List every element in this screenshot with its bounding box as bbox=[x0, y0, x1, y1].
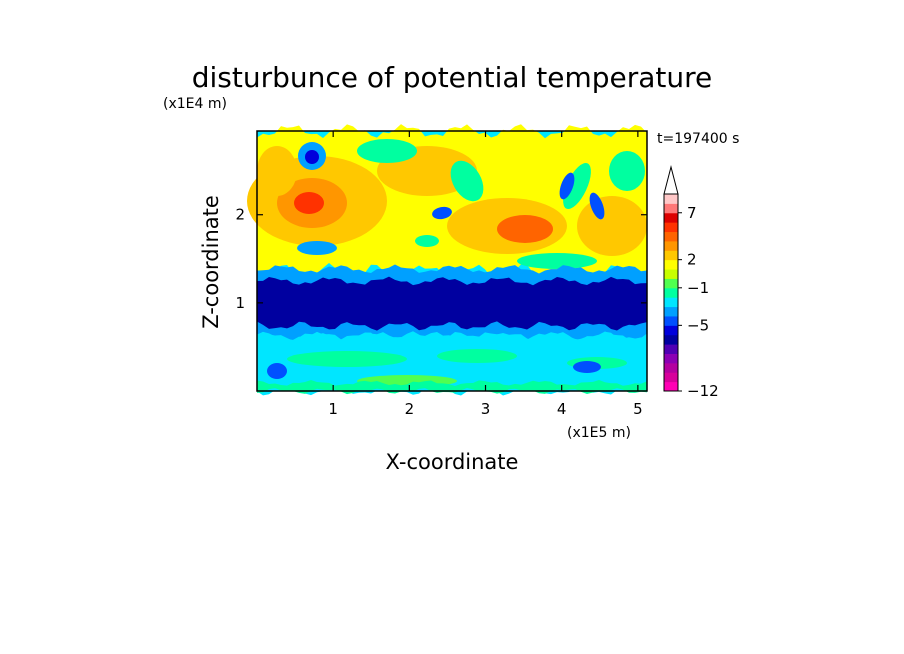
colorbar-segment bbox=[664, 278, 678, 289]
colorbar-segment bbox=[664, 212, 678, 223]
contour-region bbox=[357, 139, 417, 163]
colorbar-segment bbox=[664, 297, 678, 308]
contour-region bbox=[517, 253, 597, 269]
contour-band bbox=[257, 331, 647, 396]
colorbar-label: 7 bbox=[687, 204, 697, 222]
contour-region bbox=[563, 162, 591, 210]
chart-title: disturbunce of potential temperature bbox=[192, 61, 713, 94]
colorbar-label: 2 bbox=[687, 251, 697, 269]
colorbar-segment bbox=[664, 231, 678, 242]
contour-region bbox=[415, 235, 439, 247]
colorbar-segment bbox=[664, 240, 678, 251]
colorbar-segment bbox=[664, 203, 678, 214]
colorbar-segment bbox=[664, 372, 678, 383]
x-axis: 1 2 3 4 5 bbox=[328, 131, 643, 418]
colorbar-segment bbox=[664, 250, 678, 261]
colorbar-segment bbox=[664, 344, 678, 354]
colorbar-segment bbox=[664, 306, 678, 317]
y-axis: 12 bbox=[235, 206, 647, 312]
x-tick-label: 4 bbox=[557, 400, 567, 418]
contour-region bbox=[294, 192, 324, 214]
x-tick-label: 5 bbox=[633, 400, 643, 418]
contour-region bbox=[305, 150, 319, 164]
colorbar-label: −1 bbox=[687, 279, 709, 297]
contour-region bbox=[589, 192, 605, 220]
y-tick-label: 2 bbox=[235, 206, 245, 224]
colorbar-extend-arrow bbox=[663, 165, 679, 195]
x-tick-label: 2 bbox=[405, 400, 415, 418]
contour-region bbox=[267, 363, 287, 379]
colorbar-segment bbox=[664, 287, 678, 298]
colorbar-segment bbox=[664, 362, 678, 373]
contour-region bbox=[573, 361, 601, 373]
contour-band bbox=[257, 276, 647, 331]
contour-region bbox=[577, 196, 647, 256]
x-unit-label: (x1E5 m) bbox=[567, 425, 631, 441]
x-tick-label: 3 bbox=[481, 400, 491, 418]
colorbar-segment bbox=[664, 334, 678, 345]
contour-region bbox=[450, 160, 484, 202]
colorbar-label: −5 bbox=[687, 316, 709, 334]
contour-region bbox=[287, 351, 407, 367]
contour-region bbox=[437, 349, 517, 363]
colorbar-segment bbox=[664, 194, 678, 204]
contour-region bbox=[559, 172, 575, 200]
colorbar-label: −12 bbox=[687, 382, 719, 400]
colorbar-segment bbox=[664, 269, 678, 279]
contour-field bbox=[247, 124, 647, 396]
colorbar-segment bbox=[664, 381, 678, 392]
contour-region bbox=[432, 206, 452, 220]
x-axis-label: X-coordinate bbox=[386, 450, 519, 474]
colorbar-segment bbox=[664, 259, 678, 270]
plot-frame bbox=[256, 130, 648, 392]
colorbar-segment bbox=[664, 353, 678, 364]
time-label: t=197400 s bbox=[657, 131, 739, 147]
contour-region bbox=[609, 151, 645, 191]
contour-region bbox=[497, 215, 553, 243]
contour-region bbox=[297, 241, 337, 255]
contour-region bbox=[257, 146, 297, 196]
y-axis-label: Z-coordinate bbox=[199, 195, 223, 329]
colorbar: −12−5−127 bbox=[663, 165, 719, 400]
plot-area bbox=[247, 124, 648, 396]
colorbar-segment bbox=[664, 315, 678, 326]
colorbar-segment bbox=[664, 222, 678, 233]
colorbar-segment bbox=[664, 325, 678, 336]
x-tick-label: 1 bbox=[328, 400, 338, 418]
y-unit-label: (x1E4 m) bbox=[163, 96, 227, 112]
y-tick-label: 1 bbox=[235, 294, 245, 312]
